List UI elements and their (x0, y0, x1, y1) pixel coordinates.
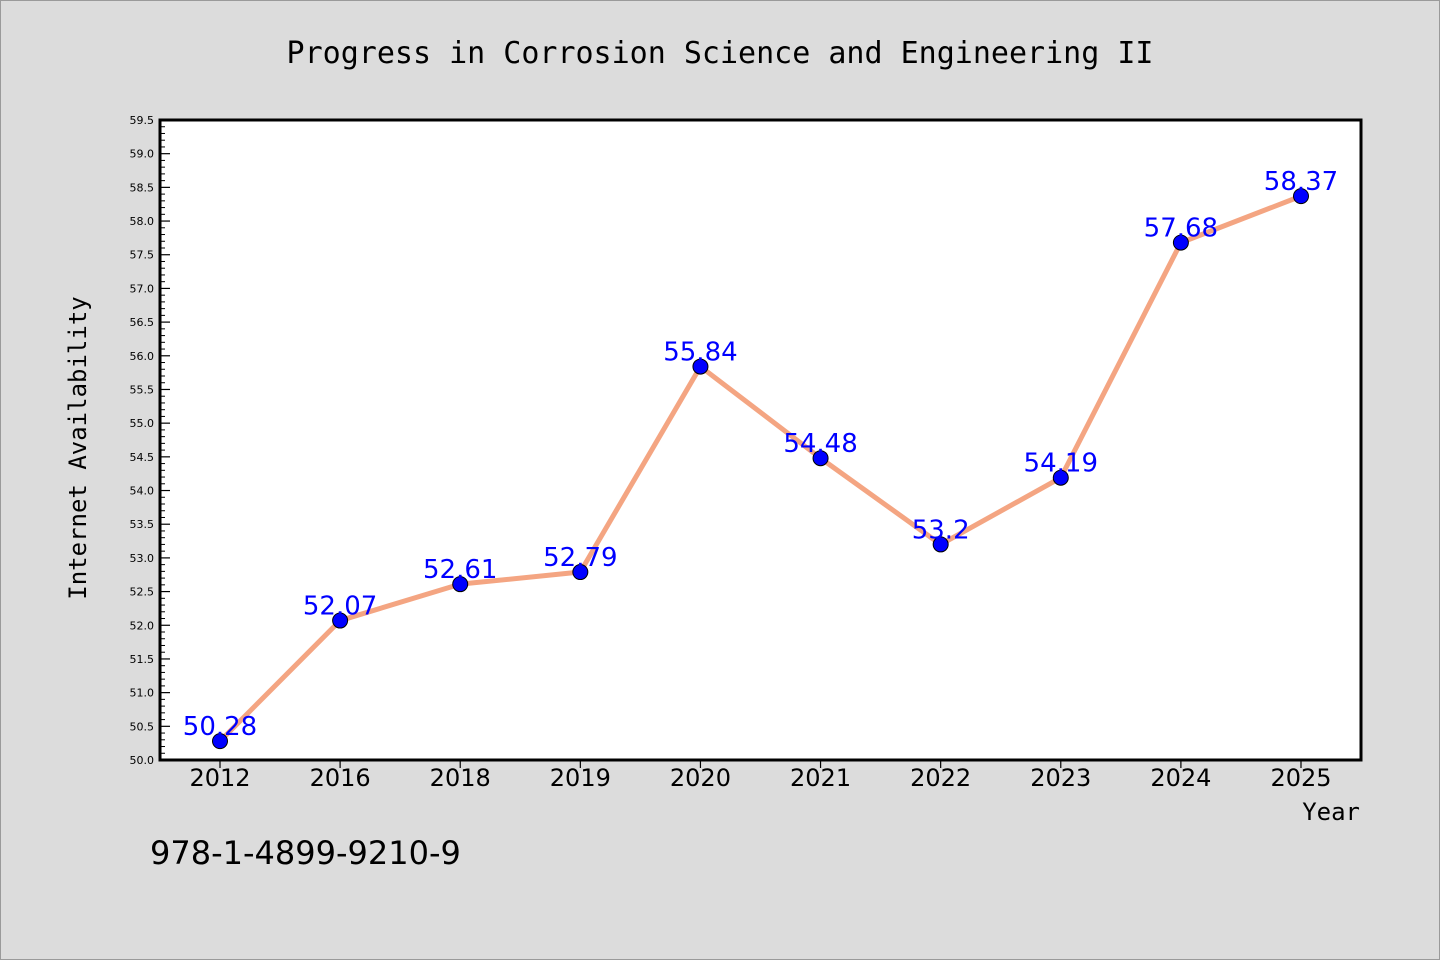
y-tick-label: 59.5 (130, 114, 155, 127)
series-line-path (217, 193, 1304, 744)
y-tick-label: 57.5 (130, 249, 155, 262)
data-label: 55.84 (663, 338, 737, 368)
x-tick-label: 2020 (670, 764, 731, 792)
y-tick-label: 53.5 (130, 518, 155, 531)
data-point (1052, 469, 1069, 486)
y-tick-label: 54.5 (130, 451, 155, 464)
data-label: 53.2 (912, 515, 970, 545)
x-tick-label: 2025 (1270, 764, 1331, 792)
x-tick-label: 2022 (910, 764, 971, 792)
data-point (212, 733, 228, 750)
data-label: 58.37 (1264, 167, 1338, 197)
x-tick-label: 2012 (189, 764, 250, 792)
footer-text: 978-1-4899-9210-9 (150, 834, 461, 872)
x-tick-label: 2021 (790, 764, 851, 792)
data-label: 50.28 (183, 712, 257, 742)
data-label: 52.79 (543, 543, 617, 573)
y-tick-label: 54.0 (130, 485, 155, 498)
y-tick-label: 50.5 (130, 720, 155, 733)
x-tick-label: 2023 (1030, 764, 1091, 792)
y-tick-label: 50.0 (130, 754, 155, 767)
y-tick-label: 53.0 (130, 552, 155, 565)
data-label: 54.19 (1024, 449, 1098, 479)
chart-title: Progress in Corrosion Science and Engine… (287, 36, 1154, 71)
series-markers (212, 188, 1309, 750)
y-tick-label: 58.0 (130, 215, 155, 228)
data-label: 52.61 (423, 555, 497, 585)
x-axis: 2012 2016 2018 2019 2020 2021 2022 2023 2024 2025 (189, 760, 1332, 792)
data-point (452, 576, 469, 593)
x-tick-label: 2024 (1150, 764, 1211, 792)
y-tick-label: 52.5 (130, 586, 155, 599)
x-tick-label: 2018 (430, 764, 491, 792)
data-point (932, 536, 949, 553)
data-point (332, 612, 349, 629)
plot-border (158, 118, 1363, 762)
data-point (1172, 234, 1189, 251)
y-tick-label: 58.5 (130, 181, 155, 194)
y-axis: 50.0 50.5 51.0 51.5 52.0 52.5 53.0 53.5 54.0 54.5… (130, 114, 170, 767)
data-label: 57.68 (1144, 214, 1218, 244)
x-tick-label: 2019 (550, 764, 611, 792)
plot-area (160, 120, 1361, 760)
data-point (692, 358, 709, 375)
data-labels: 50.28 52.07 52.61 52.79 55.84 54.48 53.2 54.19 5… (183, 167, 1338, 742)
y-axis-label: Internet Availability (64, 296, 92, 599)
data-point (812, 450, 829, 467)
series-line (217, 193, 1304, 744)
x-tick-label: 2016 (310, 764, 371, 792)
data-point (572, 564, 589, 581)
y-tick-label: 51.5 (130, 653, 155, 666)
y-tick-label: 56.0 (130, 350, 155, 363)
y-tick-label: 57.0 (130, 282, 155, 295)
y-tick-label: 55.5 (130, 383, 155, 396)
y-tick-label: 55.0 (130, 417, 155, 430)
data-label: 54.48 (783, 429, 857, 459)
y-tick-label: 52.0 (130, 619, 155, 632)
y-tick-label: 51.0 (130, 687, 155, 700)
y-tick-label: 59.0 (130, 148, 155, 161)
data-point (1293, 188, 1309, 205)
y-tick-label: 56.5 (130, 316, 155, 329)
x-axis-label: Year (1302, 798, 1360, 826)
data-label: 52.07 (303, 592, 377, 622)
